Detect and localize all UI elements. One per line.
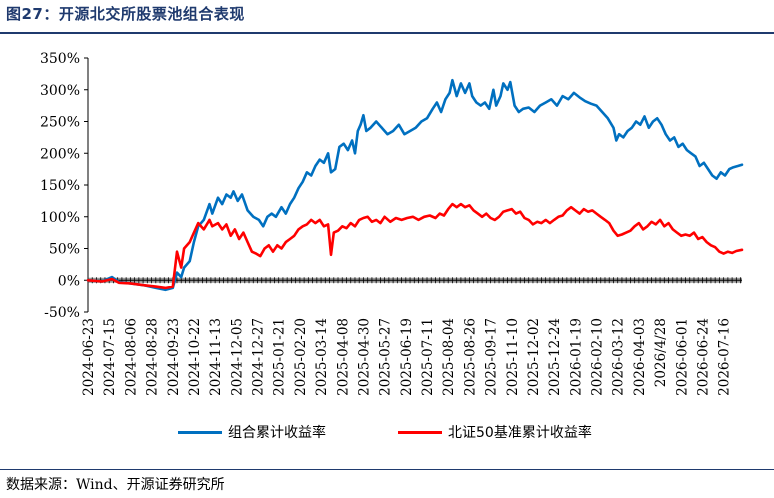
title-rule bbox=[0, 32, 774, 34]
x-tick-label: 2025-04-08 bbox=[335, 318, 351, 396]
x-tick-label: 2024-11-13 bbox=[208, 318, 224, 396]
legend-label-index: 北证50基准累计收益率 bbox=[448, 425, 592, 441]
x-tick-label: 2025-11-10 bbox=[505, 318, 521, 396]
y-tick-label: 250% bbox=[40, 115, 80, 131]
y-tick-label: 200% bbox=[40, 146, 80, 162]
x-tick-label: 2026-01-19 bbox=[568, 318, 584, 396]
y-tick-label: 300% bbox=[40, 83, 80, 99]
line-chart: -50% 0% 50% 100% 150% 200% 250% 300% 350% 2024-06… bbox=[40, 51, 744, 396]
x-tick-label: 2026-06-01 bbox=[674, 318, 690, 396]
x-tick-label: 2025-12-02 bbox=[526, 318, 542, 396]
y-tick-label: -50% bbox=[44, 305, 80, 321]
y-tick-label: 0% bbox=[58, 273, 80, 289]
legend-swatch-index bbox=[398, 430, 442, 434]
figure-title: 图27：开源北交所股票池组合表现 bbox=[6, 5, 245, 23]
x-tick-label: 2025-05-27 bbox=[378, 318, 394, 396]
x-tick-label: 2024-08-06 bbox=[123, 318, 139, 396]
legend-label-portfolio: 组合累计收益率 bbox=[228, 425, 326, 441]
legend-item-index: 北证50基准累计收益率 bbox=[398, 421, 592, 443]
x-tick-label: 2025-12-24 bbox=[547, 318, 563, 396]
y-tick-label: 100% bbox=[40, 210, 80, 226]
source-rule bbox=[0, 469, 774, 470]
x-tick-label: 2025-08-26 bbox=[462, 318, 478, 396]
x-tick-label: 2024-12-27 bbox=[251, 318, 267, 396]
series-line-index bbox=[86, 202, 744, 290]
x-tick-label: 2025-01-21 bbox=[272, 318, 288, 396]
series-line-portfolio bbox=[86, 78, 744, 292]
x-tick-label: 2024-12-05 bbox=[229, 318, 245, 396]
x-tick-label: 2025-03-14 bbox=[314, 318, 330, 396]
y-tick-label: 150% bbox=[40, 178, 80, 194]
legend-swatch-portfolio bbox=[178, 430, 222, 434]
x-tick-label: 2025-02-20 bbox=[293, 318, 309, 396]
x-tick-label: 2026-03-12 bbox=[611, 318, 627, 396]
x-tick-label: 2025-06-19 bbox=[399, 318, 415, 396]
legend-item-portfolio: 组合累计收益率 bbox=[178, 421, 326, 443]
y-tick-label: 50% bbox=[49, 242, 80, 258]
x-tick-label: 2026-06-24 bbox=[695, 318, 711, 396]
x-tick-label: 2026-07-16 bbox=[717, 318, 733, 396]
x-tick-label: 2024-08-28 bbox=[145, 318, 161, 396]
x-tick-label: 2024-06-23 bbox=[81, 318, 97, 396]
y-tick-label: 350% bbox=[40, 51, 80, 67]
x-tick-label: 2024-10-22 bbox=[187, 318, 203, 396]
x-tick-label: 2025-04-30 bbox=[356, 318, 372, 396]
x-tick-label: 2025-08-04 bbox=[441, 318, 457, 396]
x-tick-label: 2025-07-11 bbox=[420, 318, 436, 396]
source-note: 数据来源：Wind、开源证券研究所 bbox=[6, 477, 225, 493]
x-tick-label: 2026/4/28 bbox=[653, 318, 669, 387]
x-tick-label: 2024-07-15 bbox=[102, 318, 118, 396]
x-tick-label: 2024-09-23 bbox=[166, 318, 182, 396]
x-tick-label: 2025-09-17 bbox=[484, 318, 500, 396]
x-tick-label: 2026-02-10 bbox=[590, 318, 606, 396]
x-tick-label: 2026-04-03 bbox=[632, 318, 648, 396]
